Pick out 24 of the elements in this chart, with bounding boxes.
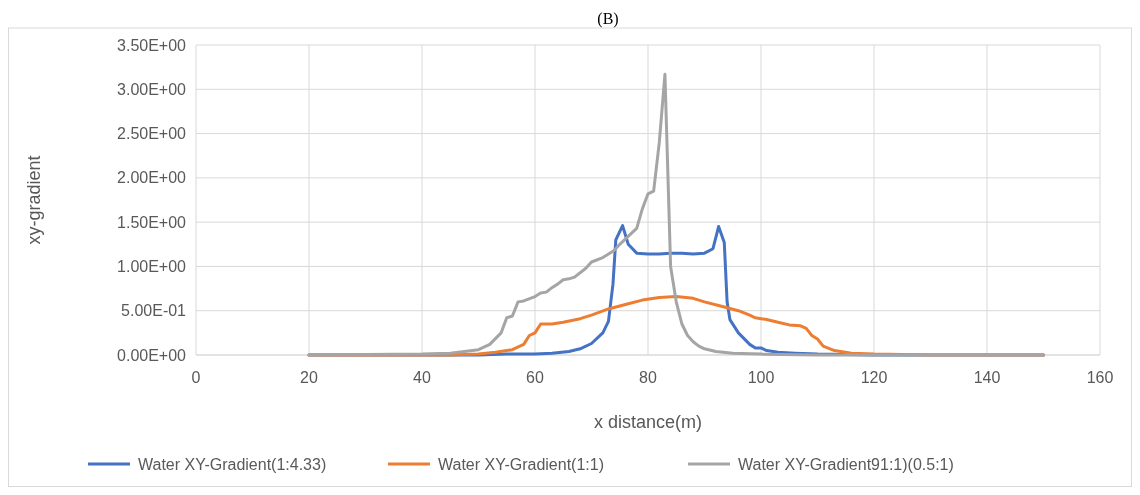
x-axis-title: x distance(m) <box>593 412 703 432</box>
y-tick-label: 5.00E-01 <box>121 302 187 320</box>
y-tick-label: 3.00E+00 <box>117 80 187 98</box>
legend-label: Water XY-Gradient91:1)(0.5:1) <box>738 455 954 473</box>
x-tick-label: 120 <box>860 369 888 386</box>
x-tick-label: 60 <box>526 369 544 386</box>
y-tick-label: 1.50E+00 <box>117 213 187 231</box>
y-tick-label: 2.50E+00 <box>117 125 187 143</box>
x-tick-label: 20 <box>300 369 318 386</box>
x-tick-label: 40 <box>413 369 431 386</box>
line-series <box>307 72 1045 357</box>
y-tick-label: 2.00E+00 <box>117 169 187 187</box>
x-tick-label: 100 <box>747 369 775 386</box>
y-axis-title: xy-gradient <box>24 155 44 245</box>
x-tick-label: 0 <box>191 369 201 386</box>
chart-title: (B) <box>597 10 619 28</box>
y-tick-label: 1.00E+00 <box>117 258 187 276</box>
legend-label: Water XY-Gradient(1:4.33) <box>138 455 327 473</box>
x-tick-label: 140 <box>973 369 1001 386</box>
x-tick-label: 80 <box>639 369 657 386</box>
y-tick-label: 3.50E+00 <box>117 36 187 54</box>
y-tick-label: 0.00E+00 <box>117 346 187 364</box>
legend-label: Water XY-Gradient(1:1) <box>438 455 604 473</box>
x-tick-label: 160 <box>1086 369 1114 386</box>
